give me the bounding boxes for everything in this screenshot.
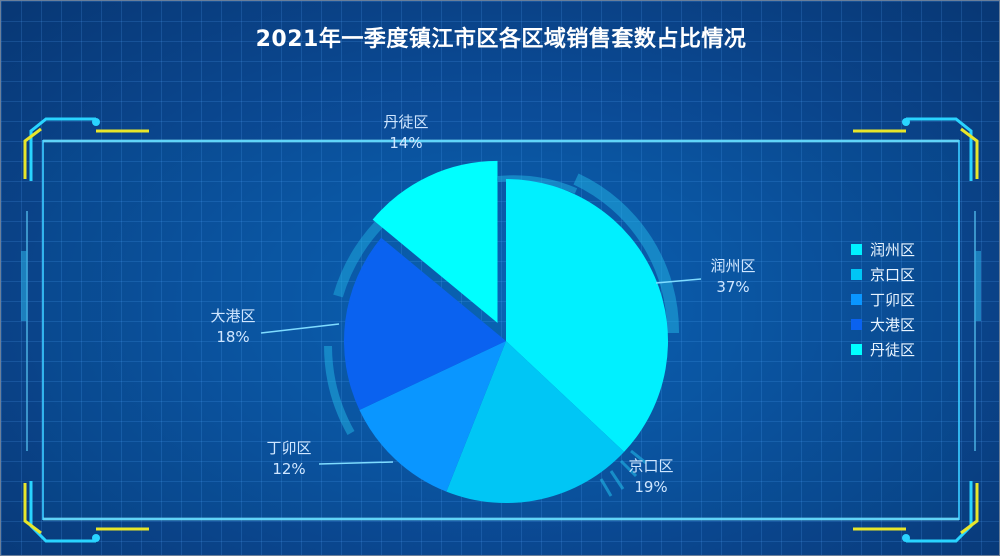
legend-swatch [851,269,862,280]
pie-slice-5 [372,160,498,323]
legend-item[interactable]: 丁卯区 [851,287,915,312]
label-leader-line [655,278,702,284]
legend-label: 润州区 [870,241,916,259]
slice-label-percent: 12% [272,460,305,478]
slice-label-name: 润州区 [710,257,755,275]
legend-swatch [851,319,862,330]
pie-slice-3 [359,341,506,492]
slice-label-percent: 18% [216,328,249,346]
legend-item[interactable]: 京口区 [851,262,915,287]
slice-label-name: 大港区 [210,307,255,325]
legend-item[interactable]: 丹徒区 [851,337,915,362]
label-leader-line [260,323,340,334]
legend-swatch [851,294,862,305]
chart-title: 2021年一季度镇江市区各区域销售套数占比情况 [255,27,747,52]
pie-slice-1 [506,179,668,452]
legend: 润州区京口区丁卯区大港区丹徒区 [851,237,915,362]
label-leader-line [318,461,394,465]
legend-swatch [851,244,862,255]
slice-label-percent: 14% [389,134,422,152]
legend-label: 京口区 [870,266,916,284]
slice-label-percent: 37% [716,278,749,296]
legend-label: 丁卯区 [870,291,916,309]
legend-item[interactable]: 大港区 [851,312,915,337]
pie-slice-4 [344,237,506,410]
legend-label: 大港区 [870,316,916,334]
legend-label: 丹徒区 [870,341,916,359]
legend-item[interactable]: 润州区 [851,237,915,262]
slice-label-name: 丁卯区 [266,439,311,457]
pie-slice-2 [446,341,625,503]
slice-label-name: 京口区 [628,457,673,475]
legend-swatch [851,344,862,355]
slice-label-percent: 19% [634,478,667,496]
slice-label-name: 丹徒区 [383,113,428,131]
